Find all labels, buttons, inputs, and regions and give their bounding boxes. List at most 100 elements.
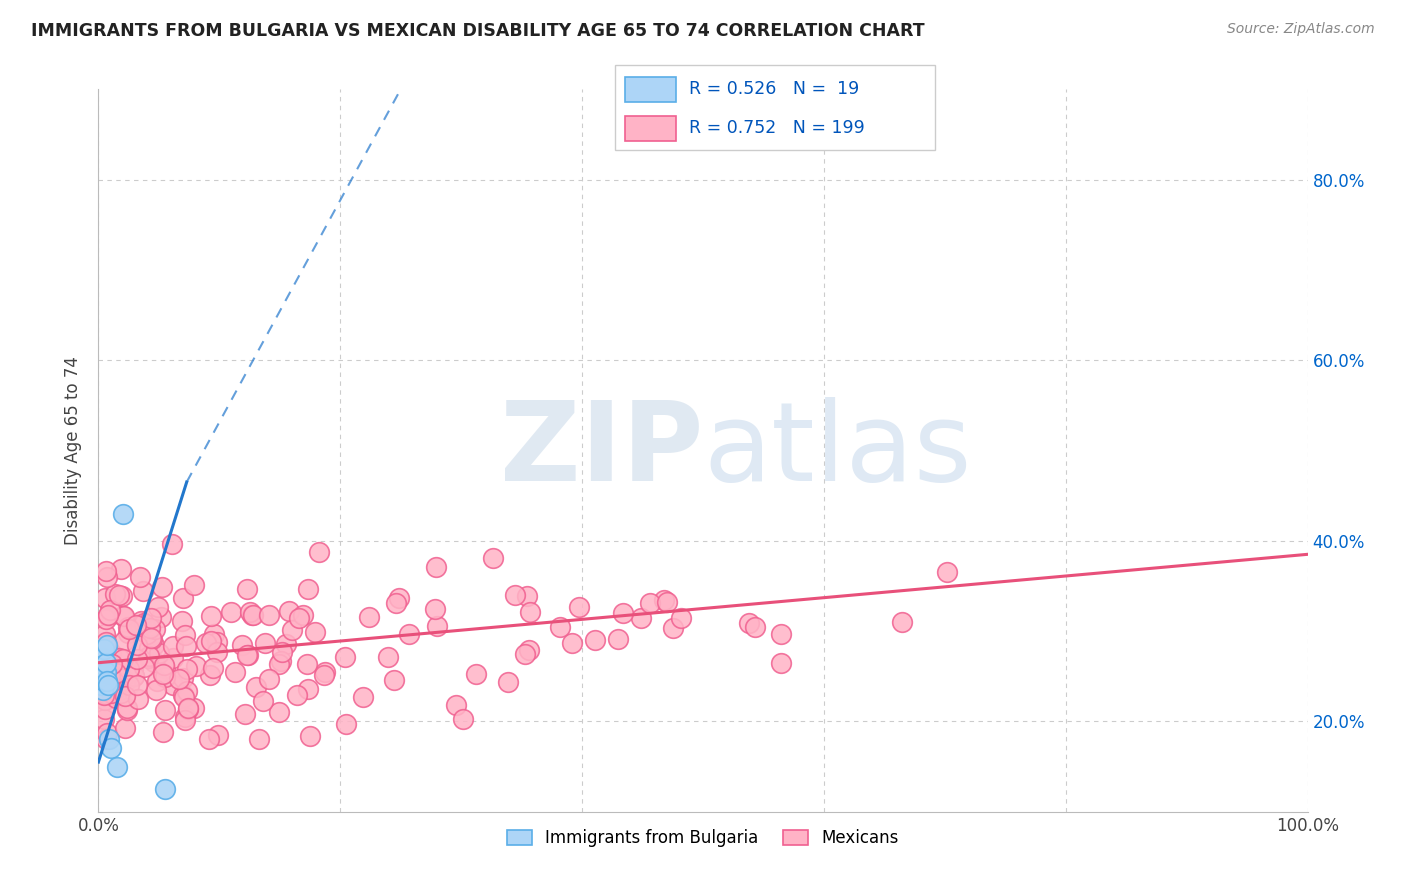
Point [162,677,184,691]
Point [257,672,280,686]
Point [145,683,167,698]
Y-axis label: Disability Age 65 to 74: Disability Age 65 to 74 [65,356,83,545]
Point [152,666,174,681]
Point [93,642,115,657]
Point [304,624,326,639]
Point [93,673,115,688]
Point [155,670,177,684]
Point [245,680,267,694]
FancyBboxPatch shape [624,116,676,141]
Point [93,688,115,702]
Point [105,759,128,773]
Point [231,638,253,652]
Point [297,657,319,671]
Point [117,701,139,715]
Point [112,634,135,648]
Point [425,560,447,574]
Point [94,591,117,605]
Point [176,662,198,676]
Point [111,589,134,603]
Point [176,639,198,653]
Point [139,611,162,625]
Point [94,656,117,670]
Point [548,620,571,634]
Point [122,668,145,682]
Point [153,782,176,797]
Point [744,620,766,634]
Point [93,702,115,716]
Text: Source: ZipAtlas.com: Source: ZipAtlas.com [1227,22,1375,37]
Point [112,609,135,624]
Point [138,648,160,663]
Point [117,703,139,717]
Point [183,578,205,592]
Point [385,596,408,610]
Point [201,661,224,675]
Point [124,669,146,683]
Text: R = 0.752   N = 199: R = 0.752 N = 199 [689,120,865,137]
Point [91,682,114,697]
Point [138,640,160,655]
Point [254,636,277,650]
Point [481,550,503,565]
Point [737,616,759,631]
Point [90,678,112,692]
Point [297,682,319,697]
Point [177,702,200,716]
FancyBboxPatch shape [614,65,935,150]
Point [94,666,117,681]
Point [271,645,294,659]
Point [118,662,141,676]
Point [96,638,118,652]
Point [93,712,115,726]
Point [359,610,381,624]
Point [96,655,118,669]
Text: IMMIGRANTS FROM BULGARIA VS MEXICAN DISABILITY AGE 65 TO 74 CORRELATION CHART: IMMIGRANTS FROM BULGARIA VS MEXICAN DISA… [31,22,925,40]
Point [97,678,120,692]
Point [515,589,537,603]
Point [630,611,652,625]
Point [240,608,263,623]
Point [110,561,132,575]
Point [200,634,222,648]
Point [297,582,319,597]
Point [152,580,174,594]
FancyBboxPatch shape [624,77,676,102]
Point [202,627,225,641]
Point [100,686,122,700]
Point [110,686,132,700]
Point [312,668,335,682]
Point [612,607,634,621]
Point [93,693,115,707]
Point [98,669,121,683]
Point [314,665,336,679]
Point [194,636,217,650]
Point [122,662,145,676]
Point [139,632,162,646]
Point [207,728,229,742]
Point [117,620,139,634]
Point [503,589,526,603]
Point [561,636,583,650]
Point [105,690,128,705]
Point [891,615,914,630]
Point [108,675,131,690]
Point [172,671,194,685]
Text: R = 0.526   N =  19: R = 0.526 N = 19 [689,80,859,98]
Point [94,732,117,747]
Point [496,675,519,690]
Point [186,658,208,673]
Point [247,732,270,747]
Point [183,701,205,715]
Point [118,622,141,636]
Point [174,628,197,642]
Point [117,625,139,640]
Point [638,596,661,610]
Point [236,648,259,663]
Point [96,673,118,688]
Point [146,599,169,614]
Point [652,593,675,607]
Point [242,607,264,622]
Point [177,701,200,715]
Point [453,712,475,726]
